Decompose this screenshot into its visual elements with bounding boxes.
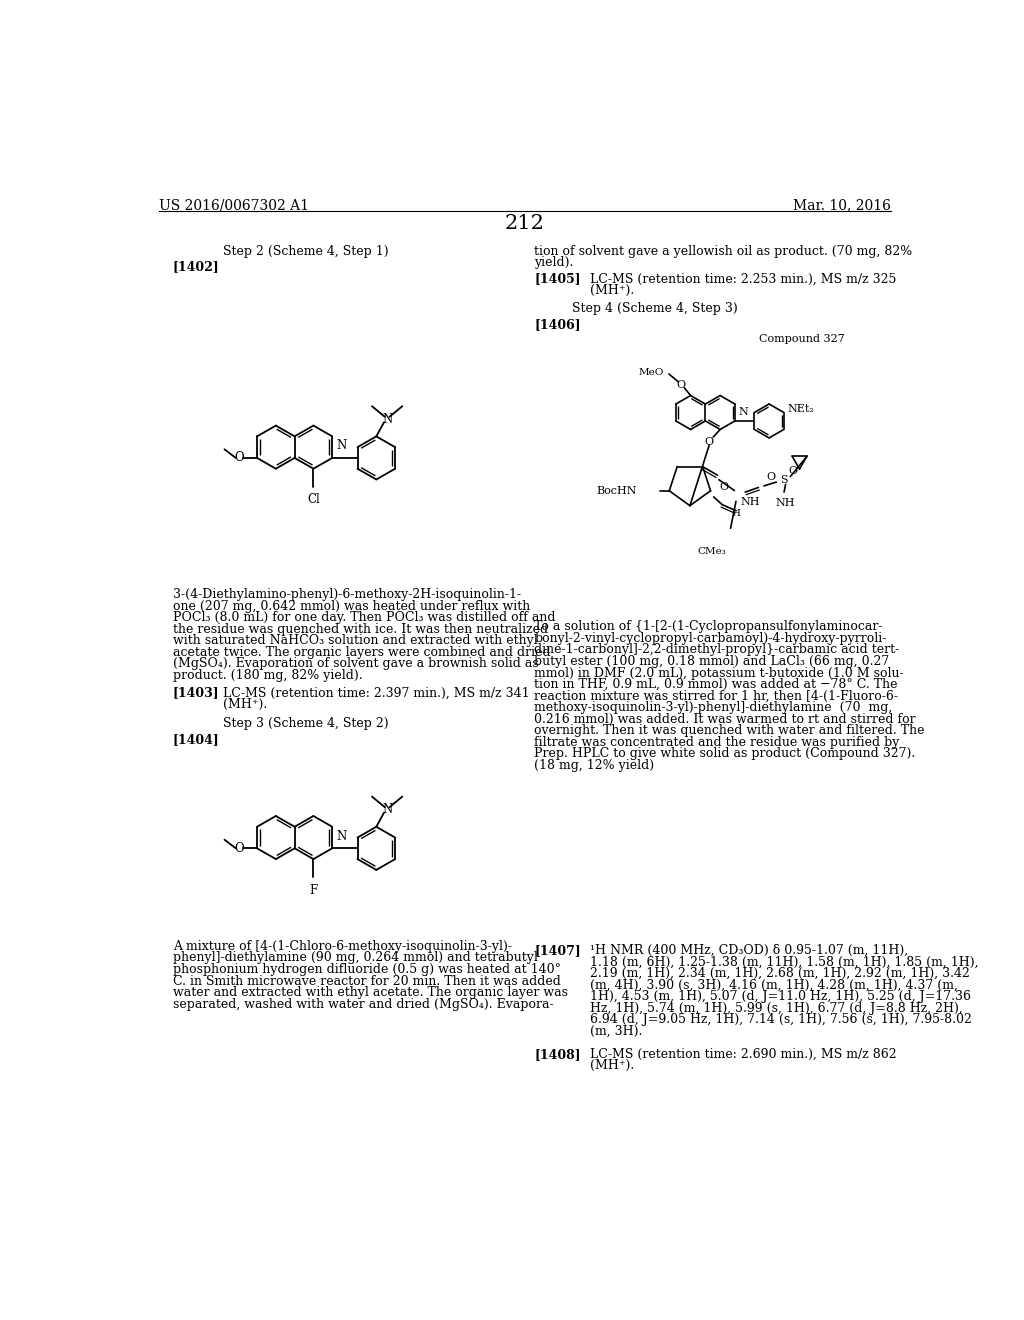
Text: LC-MS (retention time: 2.690 min.), MS m/z 862: LC-MS (retention time: 2.690 min.), MS m… — [590, 1048, 897, 1061]
Text: NH: NH — [740, 496, 760, 507]
Text: tion of solvent gave a yellowish oil as product. (70 mg, 82%: tion of solvent gave a yellowish oil as … — [535, 244, 912, 257]
Text: water and extracted with ethyl acetate. The organic layer was: water and extracted with ethyl acetate. … — [173, 986, 568, 999]
Text: 3-(4-Diethylamino-phenyl)-6-methoxy-2H-isoquinolin-1-: 3-(4-Diethylamino-phenyl)-6-methoxy-2H-i… — [173, 589, 521, 601]
Text: N: N — [382, 803, 392, 816]
Text: product. (180 mg, 82% yield).: product. (180 mg, 82% yield). — [173, 669, 362, 682]
Text: H: H — [731, 510, 740, 517]
Text: the residue was quenched with ice. It was then neutralized: the residue was quenched with ice. It wa… — [173, 623, 548, 636]
Text: A mixture of [4-(1-Chloro-6-methoxy-isoquinolin-3-yl)-: A mixture of [4-(1-Chloro-6-methoxy-isoq… — [173, 940, 512, 953]
Text: O: O — [705, 437, 714, 446]
Text: yield).: yield). — [535, 256, 573, 269]
Text: phenyl]-diethylamine (90 mg, 0.264 mmol) and tetrabutyl: phenyl]-diethylamine (90 mg, 0.264 mmol)… — [173, 952, 538, 965]
Text: Step 2 (Scheme 4, Step 1): Step 2 (Scheme 4, Step 1) — [223, 244, 389, 257]
Text: 1.18 (m, 6H), 1.25-1.38 (m, 11H), 1.58 (m, 1H), 1.85 (m, 1H),: 1.18 (m, 6H), 1.25-1.38 (m, 11H), 1.58 (… — [590, 956, 978, 969]
Text: methoxy-isoquinolin-3-yl)-phenyl]-diethylamine  (70  mg,: methoxy-isoquinolin-3-yl)-phenyl]-diethy… — [535, 701, 892, 714]
Text: NH: NH — [776, 498, 796, 508]
Text: N: N — [336, 830, 346, 843]
Text: (MH⁺).: (MH⁺). — [590, 1059, 634, 1072]
Text: filtrate was concentrated and the residue was purified by: filtrate was concentrated and the residu… — [535, 737, 899, 748]
Text: with saturated NaHCO₃ solution and extracted with ethyl: with saturated NaHCO₃ solution and extra… — [173, 635, 538, 647]
Text: N: N — [382, 413, 392, 425]
Text: (18 mg, 12% yield): (18 mg, 12% yield) — [535, 759, 654, 772]
Text: 0.216 mmol) was added. It was warmed to rt and stirred for: 0.216 mmol) was added. It was warmed to … — [535, 713, 915, 726]
Text: (MH⁺).: (MH⁺). — [222, 698, 267, 711]
Text: N: N — [738, 407, 749, 417]
Text: bonyl-2-vinyl-cyclopropyl-carbamoyl)-4-hydroxy-pyrroli-: bonyl-2-vinyl-cyclopropyl-carbamoyl)-4-h… — [535, 632, 887, 645]
Text: C. in Smith microwave reactor for 20 min. Then it was added: C. in Smith microwave reactor for 20 min… — [173, 974, 561, 987]
Text: Compound 327: Compound 327 — [760, 334, 845, 345]
Text: [1406]: [1406] — [535, 318, 581, 331]
Text: [1404]: [1404] — [173, 733, 220, 746]
Text: 212: 212 — [505, 214, 545, 232]
Text: 2.19 (m, 1H), 2.34 (m, 1H), 2.68 (m, 1H), 2.92 (m, 1H), 3.42: 2.19 (m, 1H), 2.34 (m, 1H), 2.68 (m, 1H)… — [590, 966, 970, 979]
Text: 1H), 4.53 (m, 1H), 5.07 (d, J=11.0 Hz, 1H), 5.25 (d, J=17.36: 1H), 4.53 (m, 1H), 5.07 (d, J=11.0 Hz, 1… — [590, 990, 971, 1003]
Text: Cl: Cl — [307, 494, 319, 506]
Text: Prep. HPLC to give white solid as product (Compound 327).: Prep. HPLC to give white solid as produc… — [535, 747, 915, 760]
Text: POCl₃ (8.0 mL) for one day. Then POCl₃ was distilled off and: POCl₃ (8.0 mL) for one day. Then POCl₃ w… — [173, 611, 555, 624]
Text: Step 3 (Scheme 4, Step 2): Step 3 (Scheme 4, Step 2) — [223, 718, 389, 730]
Text: 6.94 (d, J=9.05 Hz, 1H), 7.14 (s, 1H), 7.56 (s, 1H), 7.95-8.02: 6.94 (d, J=9.05 Hz, 1H), 7.14 (s, 1H), 7… — [590, 1014, 972, 1026]
Text: reaction mixture was stirred for 1 hr, then [4-(1-Fluoro-6-: reaction mixture was stirred for 1 hr, t… — [535, 689, 898, 702]
Text: S: S — [780, 475, 787, 484]
Text: acetate twice. The organic layers were combined and dried: acetate twice. The organic layers were c… — [173, 645, 551, 659]
Text: To a solution of {1-[2-(1-Cyclopropansulfonylaminocar-: To a solution of {1-[2-(1-Cyclopropansul… — [535, 620, 883, 634]
Text: O: O — [676, 380, 685, 389]
Text: (m, 4H), 3.90 (s, 3H), 4.16 (m, 1H), 4.28 (m, 1H), 4.37 (m,: (m, 4H), 3.90 (s, 3H), 4.16 (m, 1H), 4.2… — [590, 978, 957, 991]
Text: separated, washed with water and dried (MgSO₄). Evapora-: separated, washed with water and dried (… — [173, 998, 554, 1011]
Text: N: N — [336, 440, 346, 453]
Text: tion in THF, 0.9 mL, 0.9 mmol) was added at −78° C. The: tion in THF, 0.9 mL, 0.9 mmol) was added… — [535, 678, 898, 692]
Text: US 2016/0067302 A1: US 2016/0067302 A1 — [159, 198, 309, 213]
Text: NEt₂: NEt₂ — [787, 404, 814, 413]
Text: O: O — [788, 466, 798, 475]
Text: LC-MS (retention time: 2.253 min.), MS m/z 325: LC-MS (retention time: 2.253 min.), MS m… — [590, 272, 896, 285]
Text: overnight. Then it was quenched with water and filtered. The: overnight. Then it was quenched with wat… — [535, 725, 925, 738]
Text: BocHN: BocHN — [596, 486, 637, 496]
Text: O: O — [766, 473, 775, 482]
Text: LC-MS (retention time: 2.397 min.), MS m/z 341: LC-MS (retention time: 2.397 min.), MS m… — [222, 686, 529, 700]
Text: (MgSO₄). Evaporation of solvent gave a brownish solid as: (MgSO₄). Evaporation of solvent gave a b… — [173, 657, 539, 671]
Text: (MH⁺).: (MH⁺). — [590, 284, 634, 297]
Text: CMe₃: CMe₃ — [697, 546, 726, 556]
Text: [1402]: [1402] — [173, 260, 220, 273]
Text: one (207 mg, 0.642 mmol) was heated under reflux with: one (207 mg, 0.642 mmol) was heated unde… — [173, 599, 530, 612]
Text: O: O — [234, 451, 245, 465]
Text: MeO: MeO — [639, 368, 665, 376]
Text: F: F — [309, 883, 317, 896]
Text: O: O — [720, 482, 729, 492]
Text: Step 4 (Scheme 4, Step 3): Step 4 (Scheme 4, Step 3) — [572, 302, 738, 314]
Text: [1408]: [1408] — [535, 1048, 581, 1061]
Text: butyl ester (100 mg, 0.18 mmol) and LaCl₃ (66 mg, 0.27: butyl ester (100 mg, 0.18 mmol) and LaCl… — [535, 655, 890, 668]
Text: (m, 3H).: (m, 3H). — [590, 1024, 642, 1038]
Text: [1405]: [1405] — [535, 272, 581, 285]
Text: O: O — [234, 842, 245, 855]
Text: mmol) in DMF (2.0 mL), potassium t-butoxide (1.0 M solu-: mmol) in DMF (2.0 mL), potassium t-butox… — [535, 667, 904, 680]
Text: dine-1-carbonyl]-2,2-dimethyl-propyl}-carbamic acid tert-: dine-1-carbonyl]-2,2-dimethyl-propyl}-ca… — [535, 644, 899, 656]
Text: ¹H NMR (400 MHz, CD₃OD) δ 0.95-1.07 (m, 11H),: ¹H NMR (400 MHz, CD₃OD) δ 0.95-1.07 (m, … — [590, 944, 908, 957]
Text: [1403]: [1403] — [173, 686, 219, 700]
Text: [1407]: [1407] — [535, 944, 581, 957]
Text: phosphonium hydrogen difluoride (0.5 g) was heated at 140°: phosphonium hydrogen difluoride (0.5 g) … — [173, 964, 561, 975]
Text: Hz, 1H), 5.74 (m, 1H), 5.99 (s, 1H), 6.77 (d, J=8.8 Hz, 2H),: Hz, 1H), 5.74 (m, 1H), 5.99 (s, 1H), 6.7… — [590, 1002, 963, 1015]
Text: Mar. 10, 2016: Mar. 10, 2016 — [793, 198, 891, 213]
